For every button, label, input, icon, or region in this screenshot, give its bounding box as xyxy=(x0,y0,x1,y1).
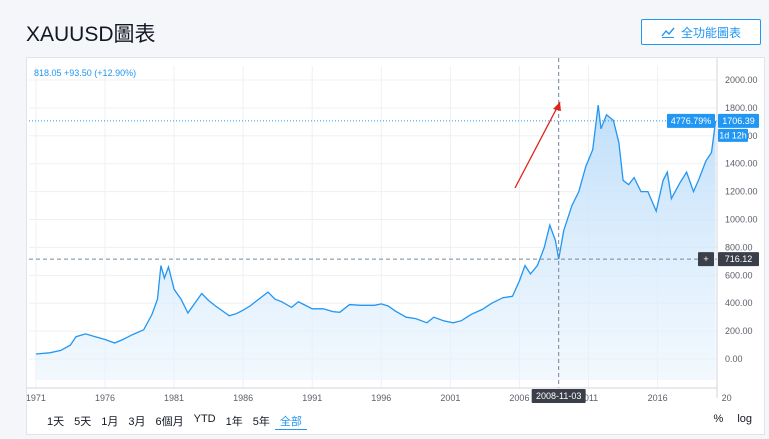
time-tick-label: 2001 xyxy=(440,393,460,403)
full-chart-button[interactable]: 全功能圖表 xyxy=(641,19,761,45)
time-tick-label: 1991 xyxy=(302,393,322,403)
time-tick-label: 1996 xyxy=(371,393,391,403)
log-scale-toggle[interactable]: log xyxy=(737,413,752,425)
range-button[interactable]: 1天 xyxy=(47,416,65,428)
legend-value: 818.05 +93.50 (+12.90%) xyxy=(34,68,137,78)
price-line xyxy=(35,105,717,355)
last-percent-badge-bg xyxy=(667,113,715,128)
crosshair-date-badge-bg xyxy=(531,389,586,403)
range-button[interactable]: YTD xyxy=(193,413,216,425)
time-tick-label: 1976 xyxy=(95,393,115,403)
arrow-shaft xyxy=(514,101,561,189)
chart-panel[interactable]: 2000.001800.001600.001400.001200.001000.… xyxy=(26,57,765,435)
time-tick-label: 1981 xyxy=(164,393,184,403)
range-button[interactable]: 3月 xyxy=(128,416,146,428)
page-title: XAUUSD圖表 xyxy=(26,23,156,46)
price-tick-label: 1400.00 xyxy=(725,159,758,169)
range-button[interactable]: 全部 xyxy=(274,413,307,430)
range-button[interactable]: 5年 xyxy=(252,416,270,428)
time-tick-label: 2006 xyxy=(509,393,529,403)
price-line-path xyxy=(35,105,717,355)
range-button[interactable]: 1年 xyxy=(225,416,243,428)
percent-scale-toggle[interactable]: % xyxy=(713,413,724,425)
price-tick-label: 0.00 xyxy=(725,354,743,364)
price-tick-label: 1800.00 xyxy=(725,103,758,113)
price-area xyxy=(35,105,716,380)
price-tick-label: 400.00 xyxy=(725,298,753,308)
crosshair-plus-button-bg xyxy=(698,252,714,267)
range-button[interactable]: 6個月 xyxy=(155,416,184,428)
countdown-badge: 1d 12h xyxy=(719,130,747,140)
price-tick-label: 600.00 xyxy=(725,270,753,280)
time-tick-label: 2016 xyxy=(648,393,668,403)
price-tick-label: 2000.00 xyxy=(725,75,758,85)
price-tick-label: 1000.00 xyxy=(725,215,758,225)
range-selector: 1天 5天 1月 3月 6個月 YTD 1年 5年 全部 xyxy=(42,413,307,430)
range-button[interactable]: 1月 xyxy=(101,416,119,428)
last-price-badge-bg xyxy=(718,113,759,128)
range-button[interactable]: 5天 xyxy=(74,416,92,428)
price-badges: 4776.79% 1706.39 1d 12h 716.12 +2008-11-03 xyxy=(531,113,759,403)
time-axis[interactable]: 1971 1976 1981 1986 1991 1996 2001 2006 2011 2016… xyxy=(27,387,732,403)
arrow-head xyxy=(553,102,561,111)
time-tick-label: 1986 xyxy=(233,393,253,403)
crosshair-plus-button: + xyxy=(703,254,708,264)
price-tick-label: 200.00 xyxy=(725,326,753,336)
last-price-badge: 1706.39 xyxy=(722,116,755,126)
price-axis[interactable]: 2000.001800.001600.001400.001200.001000.… xyxy=(716,58,764,398)
crosshair-price-badge: 716.12 xyxy=(725,254,753,264)
last-percent-badge: 4776.79% xyxy=(671,116,712,126)
price-area-fill xyxy=(35,105,716,380)
time-tick-label: 1971 xyxy=(27,393,46,403)
full-chart-label: 全功能圖表 xyxy=(680,25,741,40)
line-chart-icon xyxy=(661,27,675,38)
price-tick-label: 800.00 xyxy=(725,242,753,252)
time-tick-label: 2011 xyxy=(579,393,598,403)
countdown-badge-bg xyxy=(718,128,748,142)
crosshair-date-badge: 2008-11-03 xyxy=(536,391,581,401)
time-tick-label: 20 xyxy=(722,393,732,403)
crosshair xyxy=(29,58,717,388)
price-chart[interactable]: 2000.001800.001600.001400.001200.001000.… xyxy=(27,58,764,434)
price-tick-label: 1200.00 xyxy=(725,187,758,197)
crosshair-price-badge-bg xyxy=(718,252,759,267)
trend-arrow xyxy=(514,101,561,189)
scale-options: % log xyxy=(714,413,752,425)
